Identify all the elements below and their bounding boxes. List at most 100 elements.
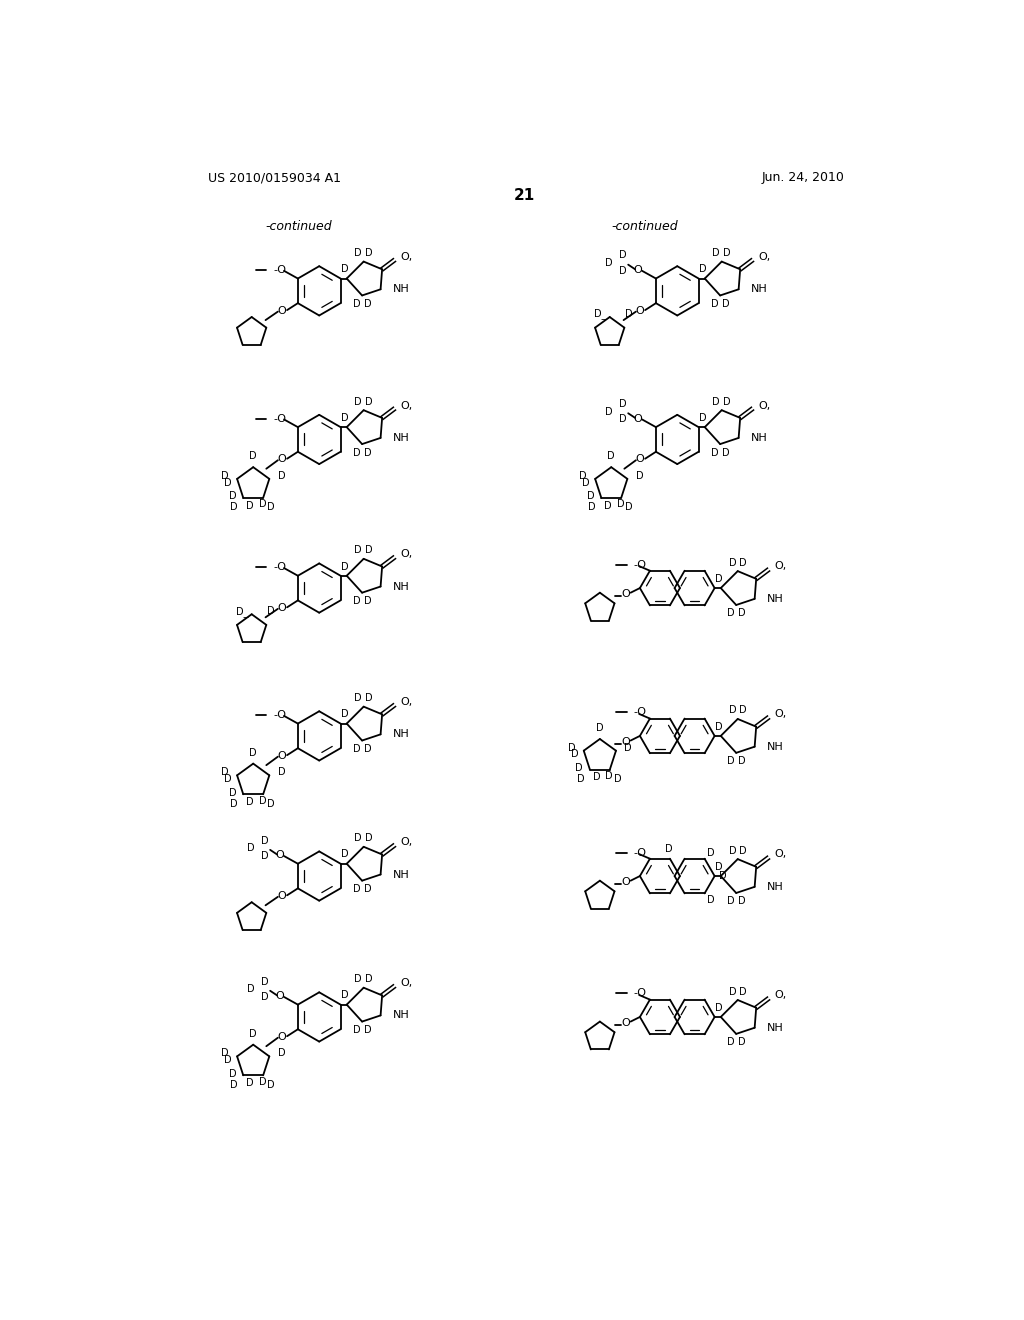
Text: NH: NH bbox=[751, 433, 768, 444]
Text: O,: O, bbox=[400, 697, 413, 708]
Text: D: D bbox=[713, 397, 720, 407]
Text: D: D bbox=[247, 1078, 254, 1088]
Text: D: D bbox=[354, 693, 362, 704]
Text: D: D bbox=[267, 1080, 274, 1089]
Text: O: O bbox=[635, 454, 644, 465]
Text: D: D bbox=[364, 744, 372, 754]
Text: D: D bbox=[353, 597, 360, 606]
Text: D: D bbox=[711, 447, 719, 458]
Text: O,: O, bbox=[775, 850, 786, 859]
Text: O: O bbox=[278, 306, 286, 315]
Text: O: O bbox=[622, 737, 631, 747]
Text: O: O bbox=[278, 891, 286, 902]
Text: D: D bbox=[737, 1038, 745, 1047]
Text: D: D bbox=[607, 451, 615, 462]
Text: D: D bbox=[715, 574, 722, 583]
Text: -O: -O bbox=[273, 413, 287, 424]
Text: D: D bbox=[707, 847, 715, 858]
Text: D: D bbox=[341, 413, 348, 422]
Text: -O: -O bbox=[273, 265, 287, 275]
Text: O,: O, bbox=[775, 709, 786, 719]
Text: D: D bbox=[250, 451, 257, 462]
Text: D: D bbox=[221, 1048, 228, 1059]
Text: D: D bbox=[723, 397, 731, 407]
Text: O: O bbox=[622, 1018, 631, 1028]
Text: D: D bbox=[224, 774, 231, 784]
Text: D: D bbox=[261, 977, 268, 986]
Text: D: D bbox=[727, 896, 734, 907]
Text: D: D bbox=[228, 491, 237, 502]
Text: D: D bbox=[341, 264, 348, 275]
Text: O: O bbox=[635, 306, 644, 315]
Text: D: D bbox=[354, 545, 362, 556]
Text: D: D bbox=[587, 491, 594, 502]
Text: D: D bbox=[582, 478, 590, 487]
Text: D: D bbox=[711, 298, 719, 309]
Text: D: D bbox=[636, 471, 643, 480]
Text: D: D bbox=[596, 723, 604, 733]
Text: D: D bbox=[616, 499, 625, 510]
Text: -O: -O bbox=[633, 708, 646, 717]
Text: D: D bbox=[605, 407, 612, 417]
Text: D: D bbox=[354, 248, 362, 259]
Text: D: D bbox=[722, 447, 729, 458]
Text: D: D bbox=[727, 756, 734, 767]
Text: NH: NH bbox=[393, 1010, 410, 1020]
Text: D: D bbox=[715, 1003, 722, 1012]
Text: D: D bbox=[341, 990, 348, 1001]
Text: O,: O, bbox=[759, 252, 771, 261]
Text: -O: -O bbox=[633, 560, 646, 569]
Text: D: D bbox=[707, 895, 715, 904]
Text: NH: NH bbox=[393, 870, 410, 879]
Text: D: D bbox=[728, 986, 736, 997]
Text: D: D bbox=[625, 502, 633, 512]
Text: D_: D_ bbox=[594, 309, 606, 319]
Text: O: O bbox=[634, 413, 643, 424]
Text: D: D bbox=[593, 772, 601, 783]
Text: NH: NH bbox=[767, 882, 783, 892]
Text: D: D bbox=[366, 545, 373, 556]
Text: NH: NH bbox=[751, 284, 768, 294]
Text: D: D bbox=[625, 309, 633, 319]
Text: D: D bbox=[715, 862, 722, 871]
Text: D: D bbox=[364, 884, 372, 894]
Text: D: D bbox=[221, 767, 228, 777]
Text: D: D bbox=[278, 767, 286, 777]
Text: D: D bbox=[570, 750, 579, 759]
Text: D: D bbox=[715, 722, 722, 731]
Text: O,: O, bbox=[400, 978, 413, 989]
Text: D: D bbox=[354, 833, 362, 843]
Text: D: D bbox=[364, 597, 372, 606]
Text: D: D bbox=[353, 447, 360, 458]
Text: D: D bbox=[353, 884, 360, 894]
Text: D: D bbox=[259, 796, 266, 805]
Text: D: D bbox=[575, 763, 583, 774]
Text: D: D bbox=[354, 974, 362, 985]
Text: D: D bbox=[739, 846, 746, 855]
Text: D: D bbox=[250, 748, 257, 758]
Text: NH: NH bbox=[393, 730, 410, 739]
Text: -O: -O bbox=[273, 562, 287, 573]
Text: D: D bbox=[366, 693, 373, 704]
Text: NH: NH bbox=[767, 594, 783, 603]
Text: D: D bbox=[613, 774, 622, 784]
Text: D: D bbox=[665, 845, 672, 854]
Text: D: D bbox=[224, 1055, 231, 1065]
Text: D: D bbox=[278, 471, 286, 480]
Text: Jun. 24, 2010: Jun. 24, 2010 bbox=[762, 172, 845, 185]
Text: D: D bbox=[739, 986, 746, 997]
Text: O: O bbox=[634, 265, 643, 275]
Text: NH: NH bbox=[393, 433, 410, 444]
Text: D: D bbox=[278, 1048, 286, 1059]
Text: D: D bbox=[723, 248, 731, 259]
Text: O,: O, bbox=[400, 252, 413, 261]
Text: D: D bbox=[728, 705, 736, 715]
Text: O: O bbox=[275, 850, 285, 861]
Text: D: D bbox=[618, 399, 627, 409]
Text: NH: NH bbox=[393, 284, 410, 294]
Text: D: D bbox=[728, 846, 736, 855]
Text: D: D bbox=[267, 799, 274, 809]
Text: D: D bbox=[366, 833, 373, 843]
Text: D_: D_ bbox=[237, 606, 249, 616]
Text: D: D bbox=[267, 606, 274, 616]
